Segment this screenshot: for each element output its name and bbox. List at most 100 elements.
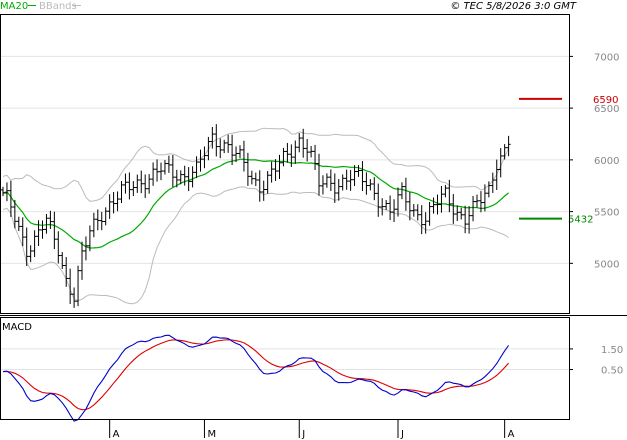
ohlc-bar <box>403 177 408 211</box>
ohlc-bar <box>198 149 203 172</box>
ohlc-bar <box>194 156 199 179</box>
ohlc-bar <box>277 154 282 179</box>
ohlc-bar <box>206 136 211 161</box>
ohlc-bar <box>151 162 156 186</box>
ohlc-bar <box>285 142 290 163</box>
ohlc-bar <box>64 257 69 287</box>
ohlc-bar <box>36 220 41 247</box>
ohlc-bar <box>162 160 167 175</box>
macd-lines <box>2 334 510 422</box>
ohlc-bar <box>451 194 456 224</box>
ohlc-bar <box>297 133 302 153</box>
ohlc-bar <box>455 205 460 222</box>
ohlc-bar <box>478 191 483 213</box>
price-ytick-label: 7000 <box>594 52 619 63</box>
ohlc-bar <box>289 144 294 167</box>
ohlc-bar <box>475 194 479 208</box>
ma20-path <box>2 158 509 249</box>
ohlc-bar <box>95 209 100 231</box>
ohlc-bar <box>72 287 77 308</box>
ohlc-bar <box>80 241 84 280</box>
ohlc-bar <box>202 146 207 169</box>
macd-panel-frame <box>0 317 570 420</box>
ohlc-bar <box>241 140 246 172</box>
ohlc-bar <box>352 165 357 187</box>
ohlc-bar <box>368 179 373 191</box>
macd-ytick-label: 0.50 <box>601 366 623 377</box>
macd-panel-label: MACD <box>2 322 32 333</box>
ohlc-bar <box>471 195 476 222</box>
ohlc-bar <box>388 195 393 221</box>
ohlc-bar <box>28 245 33 263</box>
ohlc-bar <box>218 138 223 159</box>
ohlc-bar <box>324 173 329 188</box>
ohlc-bar <box>443 184 448 198</box>
ohlc-bar <box>52 211 57 250</box>
ohlc-bar <box>245 152 250 186</box>
ohlc-bar <box>147 174 152 194</box>
ohlc-bar <box>328 169 333 192</box>
ohlc-bar <box>210 126 215 149</box>
price-ytick-label: 6000 <box>594 156 619 167</box>
axes <box>0 14 627 420</box>
ohlc-bar <box>44 213 49 234</box>
ohlc-bar <box>103 207 108 226</box>
price-ytick-label: 6500 <box>594 104 619 115</box>
ohlc-bar <box>364 172 369 195</box>
ohlc-bar <box>506 135 511 157</box>
ohlc-bar <box>313 144 318 170</box>
ohlc-bar <box>360 161 365 192</box>
ohlc-bar <box>435 194 440 215</box>
ohlc-bar <box>348 169 353 191</box>
ohlc-bar <box>423 212 428 234</box>
ohlc-bar <box>340 174 345 191</box>
ohlc-bar <box>107 194 112 219</box>
ohlc-bar <box>4 182 9 202</box>
ohlc-bar <box>273 159 278 181</box>
ohlc-bar <box>170 155 175 188</box>
ohlc-bar <box>490 172 495 193</box>
ohlc-bar <box>411 204 416 217</box>
ohlc-bar <box>498 148 503 178</box>
ohlc-bar <box>309 146 314 158</box>
ohlc-bar <box>356 165 361 177</box>
xtick-label: J <box>301 429 305 440</box>
ohlc-bar <box>131 181 136 197</box>
ohlc-bar <box>48 210 53 230</box>
xtick-label: M <box>207 429 216 440</box>
grid-lines <box>1 55 569 371</box>
ohlc-bar <box>447 179 452 213</box>
copyright-text: © TEC 5/8/2026 3:0 GMT <box>450 1 577 12</box>
ohlc-bar <box>32 230 37 258</box>
ohlc-bar <box>344 169 349 190</box>
ohlc-bar <box>419 205 424 235</box>
ohlc-bar <box>234 146 239 163</box>
ohlc-bar <box>502 144 507 160</box>
ohlc-bar <box>372 177 377 201</box>
ohlc-bar <box>127 172 132 200</box>
ohlc-bar <box>166 155 171 173</box>
ohlc-bar <box>16 216 21 232</box>
ohlc-bar <box>56 231 61 264</box>
ohlc-bar <box>261 180 266 201</box>
ohlc-bar <box>83 236 88 261</box>
price-ytick-label: 5500 <box>594 208 619 219</box>
ohlc-bar <box>392 199 397 223</box>
ohlc-bar <box>20 217 25 247</box>
ma20-line <box>2 158 509 249</box>
ohlc-bar <box>407 192 412 221</box>
ohlc-bar <box>99 211 104 231</box>
ohlc-bar <box>182 165 187 186</box>
ohlc-bar <box>320 175 325 195</box>
ohlc-bar <box>8 180 13 217</box>
macd-line <box>2 334 510 422</box>
ohlc-bar <box>376 183 381 217</box>
ohlc-bar <box>76 265 81 307</box>
ohlc-bar <box>226 134 231 153</box>
ohlc-bar <box>91 212 96 238</box>
ohlc-bar <box>111 192 116 214</box>
ohlc-bar <box>190 166 195 188</box>
ohlc-bar <box>178 170 183 185</box>
